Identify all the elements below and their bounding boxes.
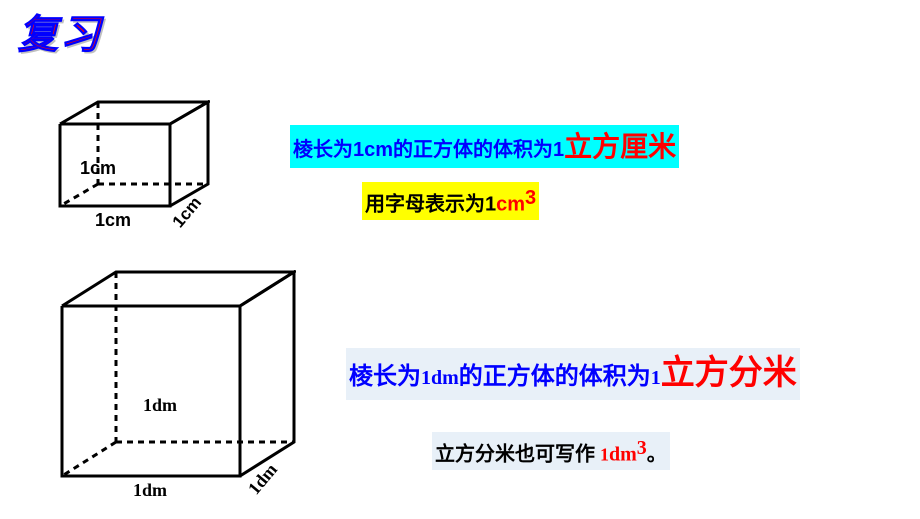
- text-part: 的正方体的体积为: [459, 364, 651, 390]
- cube2-label-bottom: 1dm: [133, 480, 167, 501]
- text-part: 立方分米: [661, 355, 797, 392]
- text-part: 3: [637, 437, 647, 459]
- text-part: 1dm: [421, 367, 459, 389]
- text-part: cm: [496, 193, 525, 215]
- cube1-label-bottom: 1cm: [95, 210, 131, 231]
- text-part: 1: [651, 367, 661, 389]
- cube1-label-inside: 1cm: [80, 158, 116, 179]
- text-part: 棱长为: [349, 364, 421, 390]
- text-part: 棱长为1cm的正方体的体积为1: [293, 139, 564, 161]
- text-part: 1: [600, 444, 609, 464]
- text-line-1: 棱长为1cm的正方体的体积为1立方厘米: [290, 125, 679, 168]
- page-title: 复习: [18, 2, 102, 60]
- text-line-3: 棱长为1dm的正方体的体积为1立方分米: [346, 348, 800, 400]
- cube-1dm: [60, 270, 296, 478]
- text-part: 立方分米也可写作: [435, 443, 600, 465]
- text-part: 用字母表示为1: [365, 193, 496, 215]
- text-part: 。: [647, 443, 667, 465]
- text-part: 3: [525, 187, 536, 209]
- cube-1cm: [58, 100, 210, 208]
- text-line-2: 用字母表示为1cm3: [362, 182, 539, 220]
- text-part: dm: [609, 443, 637, 465]
- text-line-4: 立方分米也可写作 1dm3。: [432, 432, 670, 470]
- text-part: 立方厘米: [564, 131, 676, 162]
- cube2-label-inside: 1dm: [143, 395, 177, 416]
